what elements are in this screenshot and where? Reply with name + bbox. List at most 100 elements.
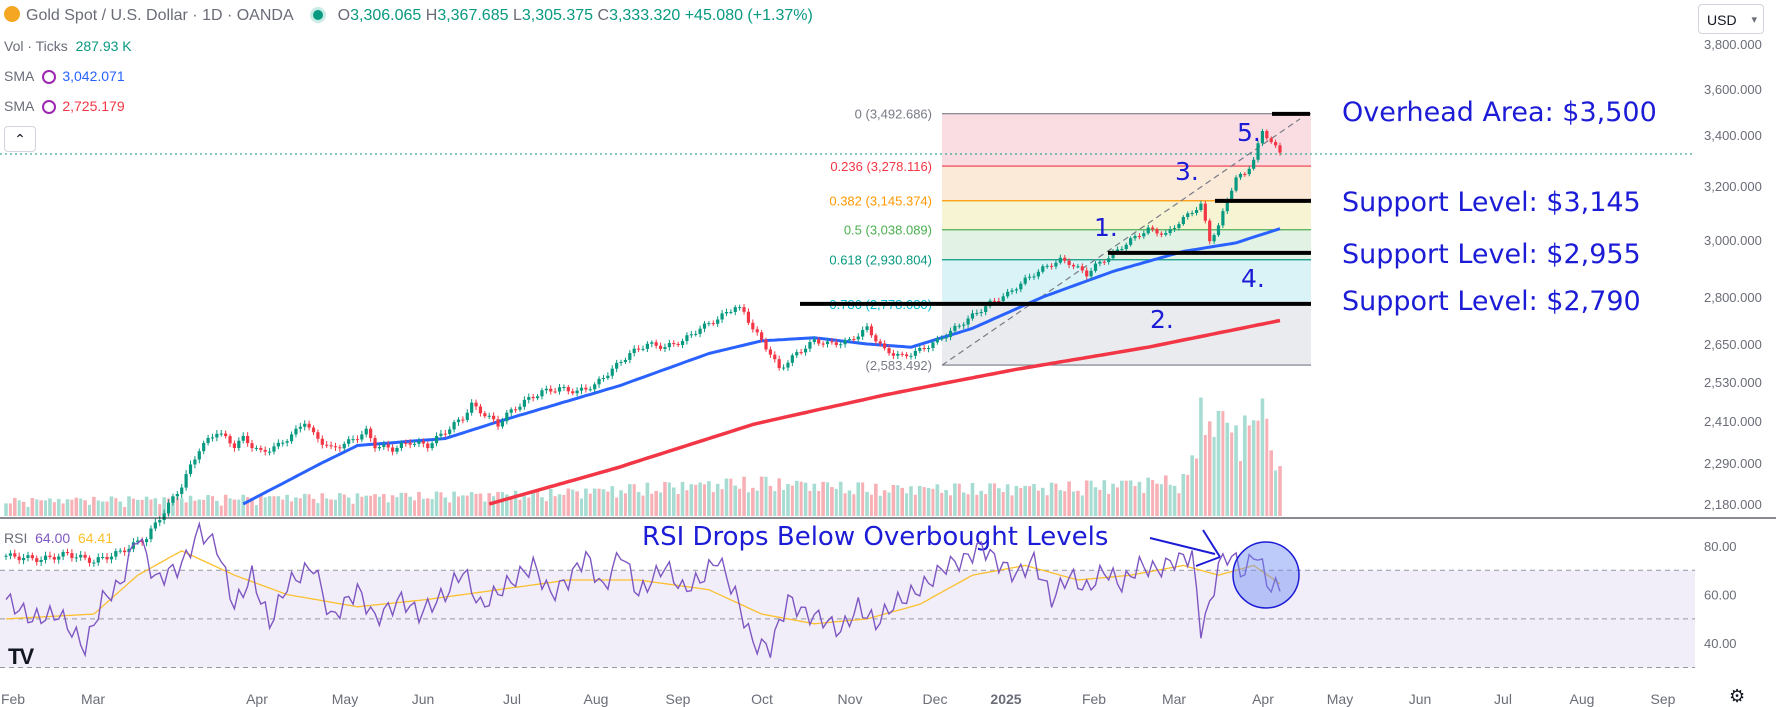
volume-bar: [452, 491, 456, 516]
volume-bar: [715, 483, 720, 516]
candle-body: [918, 347, 922, 351]
sma-fast-legend[interactable]: SMA 3,042.071: [4, 68, 125, 84]
candle-body: [1177, 224, 1181, 228]
rsi-axis-tick: 80.00: [1704, 539, 1737, 554]
volume-bar: [1107, 493, 1111, 516]
volume-bar: [922, 487, 926, 516]
candle-body: [514, 409, 518, 411]
volume-bar: [1238, 461, 1242, 516]
volume-bar: [210, 496, 214, 516]
collapse-legend-button[interactable]: ⌃: [4, 126, 36, 152]
open-value: 3,306.065: [350, 7, 422, 24]
candle-body: [654, 342, 658, 346]
candle-body: [1194, 209, 1199, 213]
candle-body: [518, 406, 522, 410]
fib-level-label: (2,583.492): [866, 358, 933, 373]
volume-bar: [487, 493, 492, 516]
time-axis-tick: Mar: [1162, 691, 1186, 707]
volume-bar: [615, 497, 619, 516]
volume-bar: [395, 497, 399, 516]
candle-body: [1203, 203, 1207, 221]
volume-bar: [1221, 411, 1225, 516]
volume-bar: [492, 496, 496, 516]
volume-bar: [1234, 425, 1238, 516]
candle-body: [764, 339, 768, 350]
volume-bar: [623, 493, 627, 516]
volume-bar: [267, 496, 272, 516]
rsi-legend[interactable]: RSI 64.00 64.41: [4, 530, 113, 546]
price-axis-tick: 3,600.000: [1704, 82, 1762, 97]
candle-body: [390, 447, 395, 452]
candle-body: [39, 559, 43, 562]
volume-bar: [861, 482, 865, 516]
volume-bar: [1111, 483, 1115, 516]
candle-body: [13, 553, 17, 557]
volume-bar: [944, 490, 948, 516]
volume-bar: [808, 490, 812, 516]
candle-body: [219, 433, 223, 435]
volume-bar: [390, 495, 395, 516]
volume-bar: [610, 486, 615, 516]
candle-body: [527, 397, 531, 400]
symbol-title[interactable]: Gold Spot / U.S. Dollar · 1D · OANDA: [26, 7, 293, 24]
candle-body: [1006, 291, 1010, 297]
volume-bar: [140, 499, 144, 516]
candle-body: [87, 557, 92, 563]
currency-select[interactable]: USD ▾: [1698, 4, 1764, 34]
price-axis-tick: 3,200.000: [1704, 179, 1762, 194]
candle-body: [30, 555, 34, 559]
volume-bar: [1010, 495, 1014, 516]
volume-bar: [298, 498, 302, 516]
volume-legend[interactable]: Vol · Ticks 287.93 K: [4, 38, 132, 54]
candle-body: [535, 396, 540, 399]
candle-body: [667, 343, 671, 348]
volume-bar: [179, 498, 184, 516]
volume-bar: [843, 493, 847, 516]
candle-body: [1049, 265, 1054, 267]
volume-bar: [1195, 458, 1199, 516]
candle-body: [658, 345, 663, 349]
volume-bar: [636, 491, 641, 516]
candle-body: [522, 399, 526, 407]
volume-bar: [1199, 397, 1203, 516]
candle-body: [452, 422, 456, 430]
candle-body: [593, 384, 597, 390]
candle-body: [210, 437, 215, 439]
price-axis-tick: 2,290.000: [1704, 456, 1762, 471]
volume-bar: [338, 493, 342, 516]
time-axis-tick: Apr: [246, 691, 268, 707]
chevron-down-icon: ▾: [1751, 14, 1757, 26]
candle-body: [1208, 220, 1212, 242]
volume-bar: [531, 490, 535, 516]
candle-body: [676, 343, 680, 345]
volume-bar: [663, 481, 667, 516]
volume-bar: [896, 485, 900, 516]
candle-body: [716, 319, 720, 324]
volume-bar: [979, 490, 984, 516]
fib-level-label: 0.382 (3,145.374): [829, 194, 932, 209]
candle-body: [1093, 263, 1098, 271]
gold-coin-icon: [4, 6, 20, 22]
candle-body: [1120, 249, 1124, 251]
volume-bar: [1146, 477, 1151, 516]
volume-bar: [773, 491, 777, 516]
volume-bar: [70, 499, 74, 516]
volume-bar: [522, 496, 527, 516]
volume-bar: [913, 494, 917, 516]
candle-body: [17, 556, 21, 561]
rsi-arrow: [1195, 556, 1221, 567]
candle-body: [509, 409, 513, 413]
volume-bar: [373, 494, 377, 516]
sma-slow-legend[interactable]: SMA 2,725.179: [4, 98, 125, 114]
volume-bar: [685, 490, 689, 516]
volume-bar: [474, 493, 478, 516]
volume-bar: [355, 493, 360, 516]
candle-body: [1265, 131, 1269, 139]
candle-body: [1164, 233, 1168, 235]
volume-bar: [461, 495, 465, 516]
candle-body: [650, 342, 654, 344]
tradingview-logo[interactable]: TV: [8, 644, 34, 669]
fib-zone: [942, 113, 1311, 167]
settings-gear-icon[interactable]: ⚙: [1729, 686, 1746, 706]
candle-body: [478, 406, 483, 414]
